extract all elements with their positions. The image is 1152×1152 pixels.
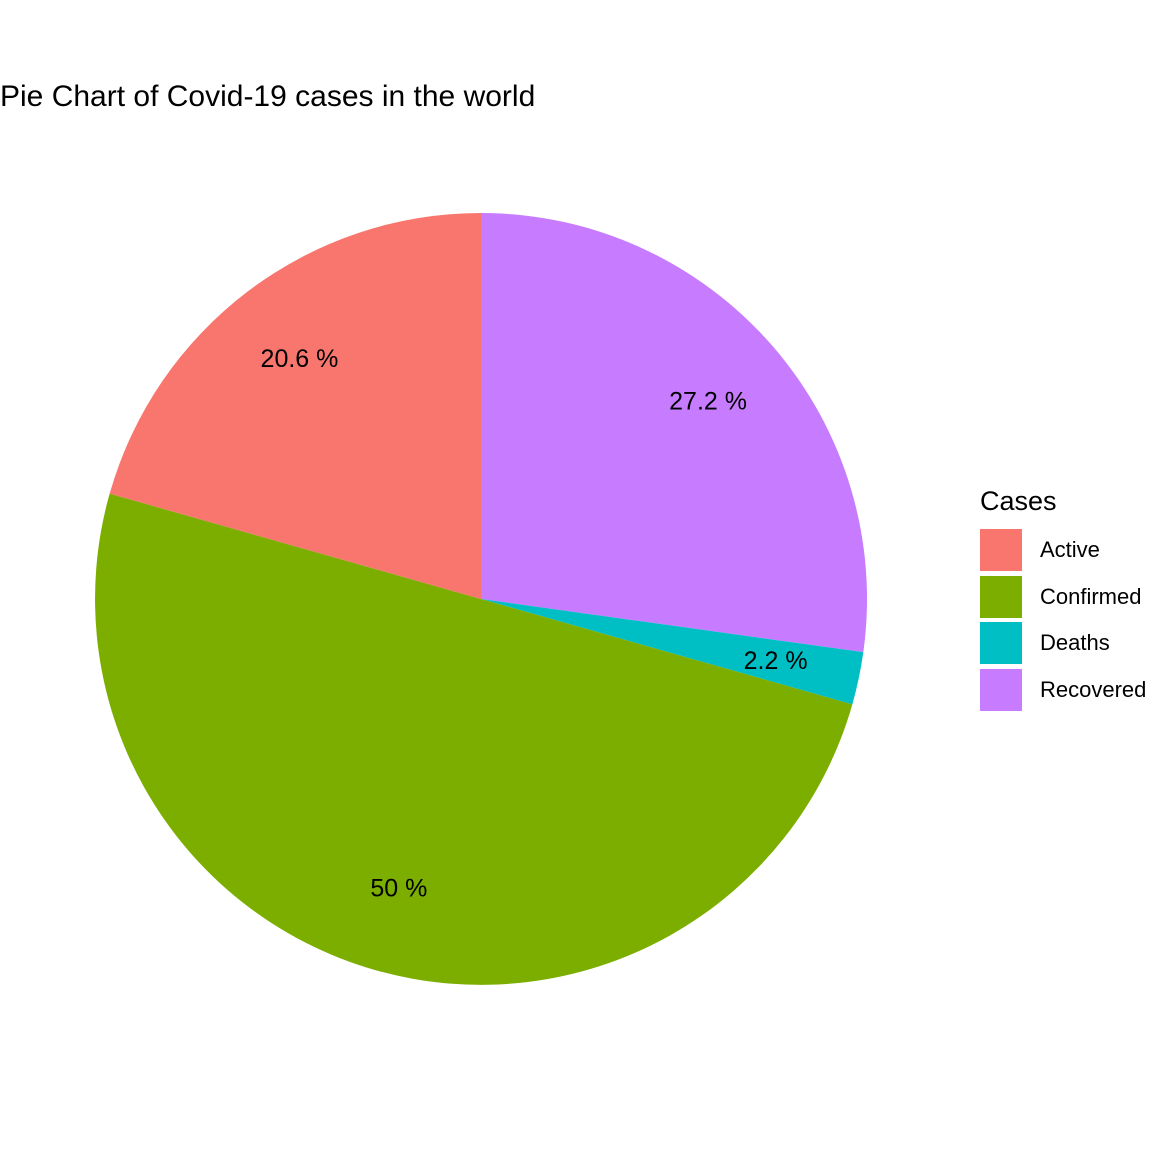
legend-item-confirmed: Confirmed: [980, 574, 1146, 621]
legend-item-recovered: Recovered: [980, 667, 1146, 714]
legend: Cases Active Confirmed Deaths Recovered: [980, 486, 1146, 713]
legend-item-active: Active: [980, 527, 1146, 574]
legend-key-confirmed: [980, 575, 1022, 618]
pie-slice-deaths: [481, 599, 864, 705]
chart-title: Pie Chart of Covid-19 cases in the world: [0, 80, 536, 113]
legend-key-active: [980, 529, 1022, 572]
legend-label-confirmed: Confirmed: [1040, 583, 1142, 609]
legend-key-recovered: [980, 668, 1022, 711]
slice-label-confirmed: 50 %: [370, 875, 427, 903]
slice-label-active: 20.6 %: [261, 345, 339, 373]
pie-slice-active: [109, 213, 481, 599]
legend-label-recovered: Recovered: [1040, 676, 1147, 702]
pie-slice-confirmed: [95, 493, 853, 985]
legend-label-deaths: Deaths: [1040, 630, 1110, 656]
legend-item-deaths: Deaths: [980, 620, 1146, 667]
legend-title: Cases: [980, 486, 1057, 516]
legend-label-active: Active: [1040, 537, 1100, 563]
slice-label-deaths: 2.2 %: [744, 647, 808, 675]
legend-key-deaths: [980, 622, 1022, 665]
pie-slice-recovered: [481, 213, 867, 653]
slice-label-recovered: 27.2 %: [669, 387, 747, 415]
